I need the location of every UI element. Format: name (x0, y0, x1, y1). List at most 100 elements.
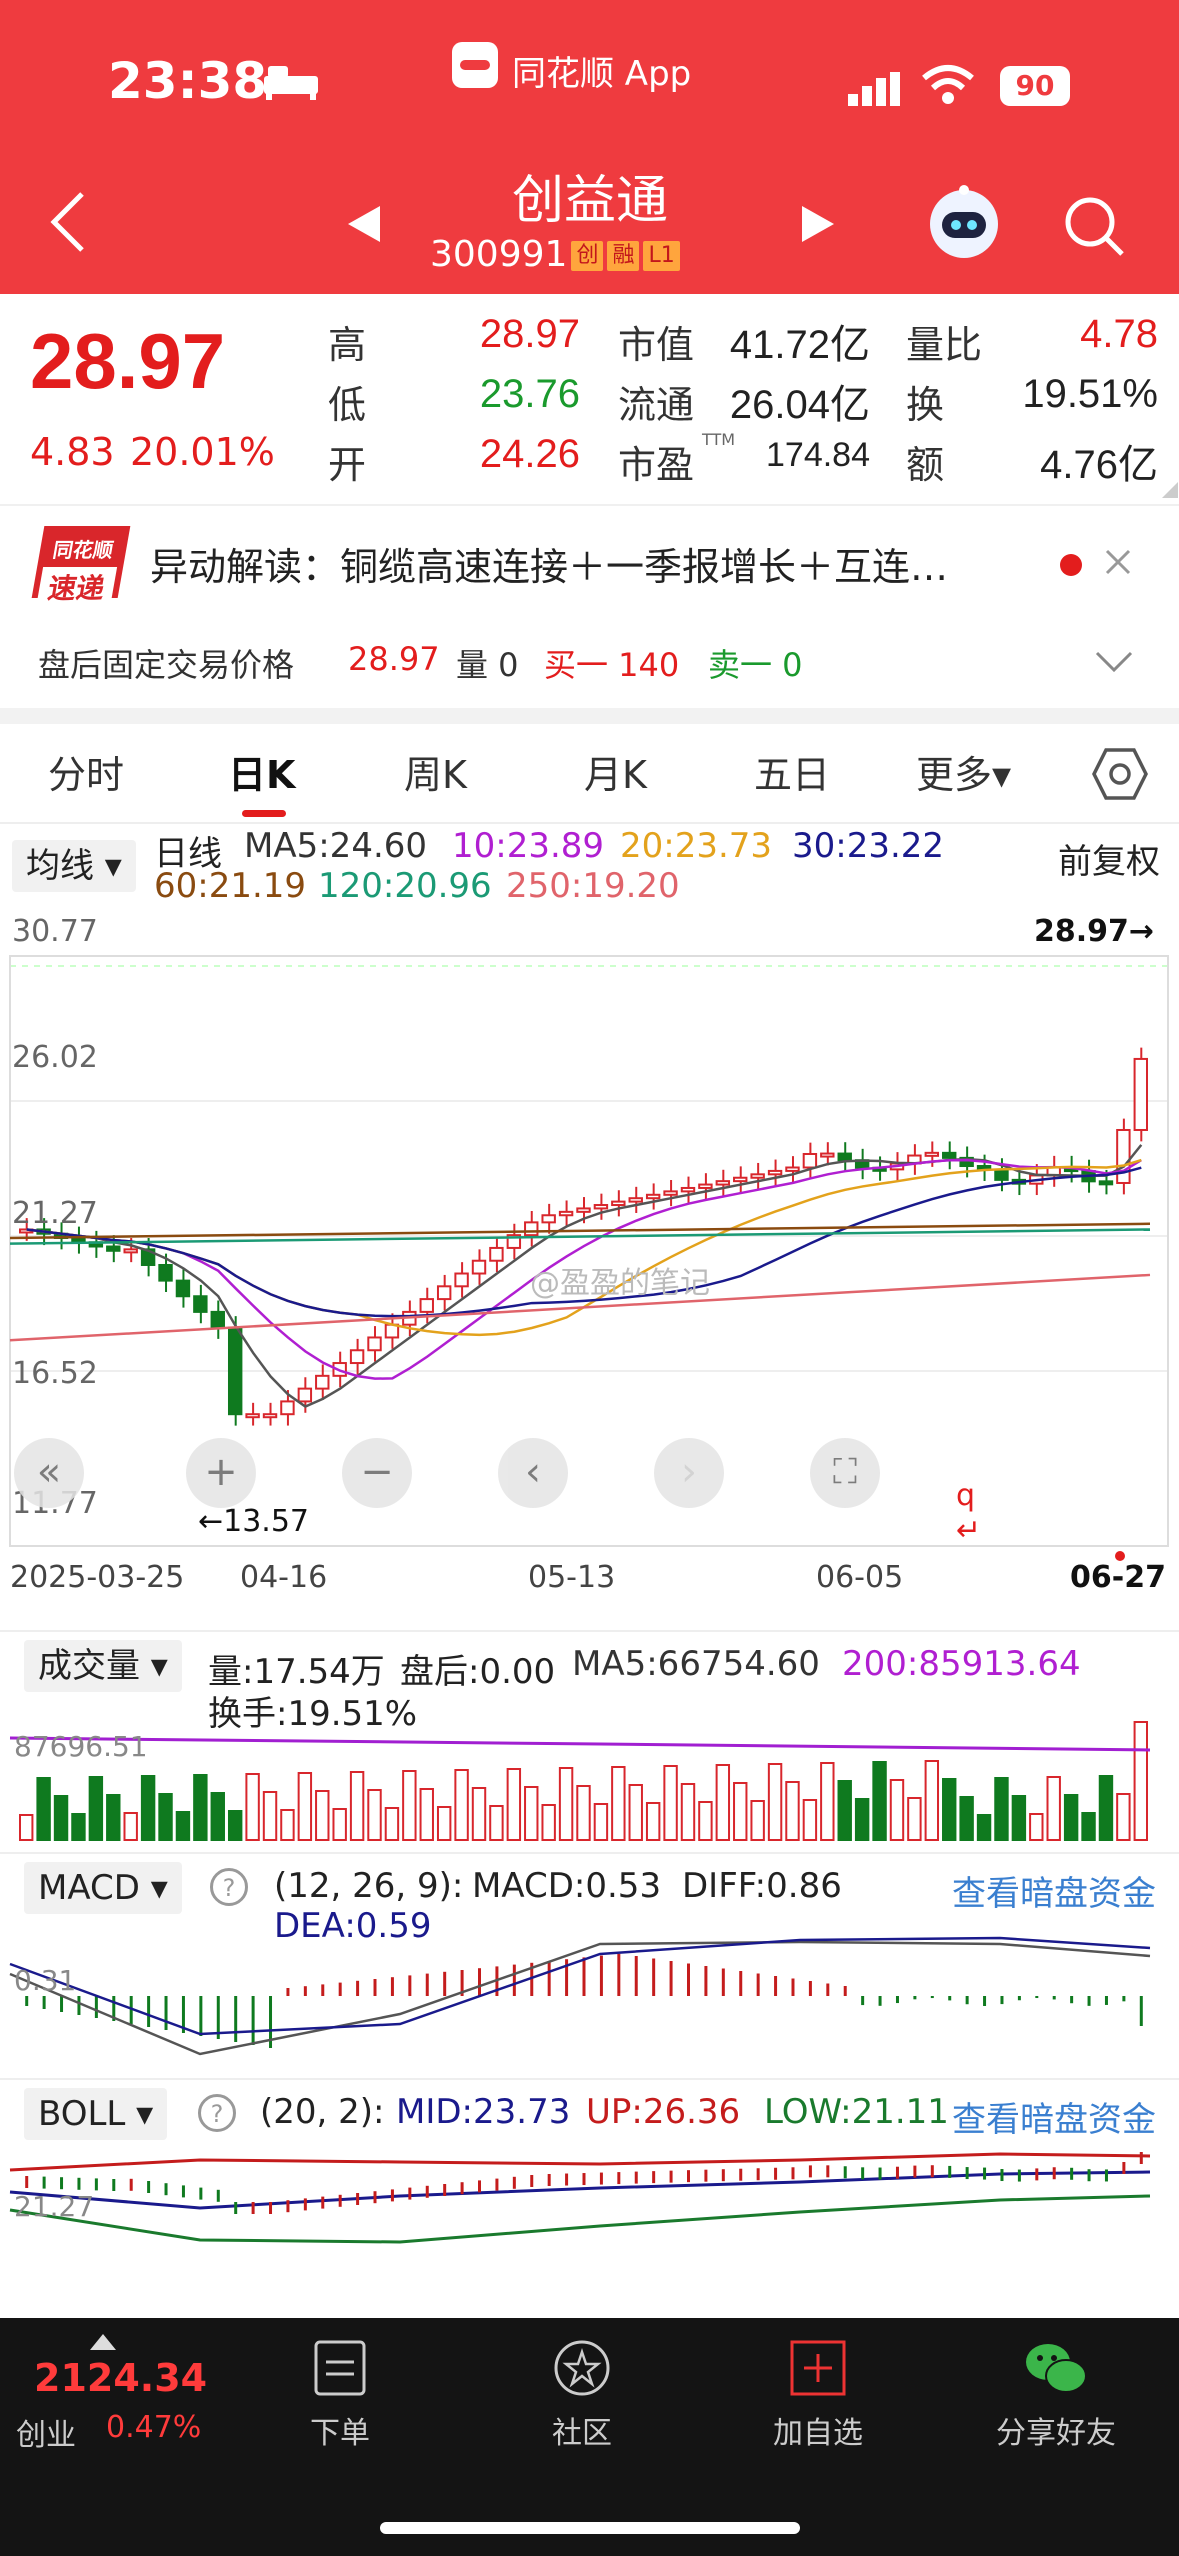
macd-selector[interactable]: MACD ▾ (24, 1862, 182, 1914)
add-watchlist-button[interactable]: 加自选 (728, 2338, 908, 2452)
volume-bar (1098, 1775, 1114, 1841)
next-stock-icon[interactable] (800, 204, 836, 244)
candle-body (837, 1152, 852, 1162)
news-banner[interactable]: 同花顺 速递 异动解读：铜缆高速连接＋一季报增长＋互连… (0, 504, 1179, 614)
date-label-3: 05-13 (528, 1560, 616, 1595)
ma30-label: 30:23.22 (792, 826, 945, 866)
volume-bar (733, 1782, 748, 1841)
ma-legend: 均线 ▾ 日线 MA5:24.60 10:23.89 20:23.73 30:2… (0, 826, 1179, 906)
step-forward-icon[interactable]: › (654, 1438, 724, 1508)
volume-bar (558, 1767, 574, 1841)
volume-bar (349, 1771, 365, 1841)
search-icon[interactable] (1062, 194, 1126, 258)
macd-panel[interactable]: MACD ▾ ? (12, 26, 9): MACD:0.53 DIFF:0.8… (0, 1852, 1179, 2058)
close-icon[interactable] (1104, 548, 1132, 576)
volume-bar (802, 1799, 818, 1841)
scroll-left-icon[interactable]: « (14, 1438, 84, 1508)
volume-bar (837, 1780, 852, 1841)
candle-body (942, 1151, 957, 1159)
tab-daily[interactable]: 日K (228, 753, 296, 797)
dark-pool-link[interactable]: 查看暗盘资金 (952, 2100, 1156, 2140)
stock-code-text: 300991 (430, 234, 568, 275)
diff-line (9, 1940, 1151, 2056)
candle-body (158, 1263, 173, 1282)
boll-up-line (9, 2152, 1151, 2172)
candle-body (106, 1245, 121, 1252)
kline-chart[interactable]: 30.77 26.02 21.27 16.52 11.77 28.97→ ←13… (0, 906, 1179, 1595)
index-value[interactable]: 2124.34 (34, 2356, 208, 2400)
expand-corner-icon[interactable] (1162, 482, 1178, 498)
zoom-out-icon[interactable]: − (342, 1438, 412, 1508)
date-label-1: 2025-03-25 (10, 1560, 185, 1595)
volume-bar (820, 1762, 835, 1841)
order-button[interactable]: 下单 (250, 2338, 430, 2452)
boll-chart (9, 2152, 1151, 2244)
volume-panel[interactable]: 成交量 ▾ 量:17.54万 盘后:0.00 MA5:66754.60 200:… (0, 1630, 1179, 1841)
volume-bar (297, 1772, 313, 1841)
index-name: 创业 (16, 2418, 76, 2453)
volume-bar (402, 1770, 417, 1841)
robot-assistant-icon[interactable] (926, 184, 1002, 260)
ma-selector[interactable]: 均线 ▾ (12, 840, 136, 892)
y-label-2: 26.02 (12, 1040, 98, 1075)
macd-params: (12, 26, 9): (274, 1866, 464, 1906)
candle-body (994, 1168, 1009, 1181)
volume-bar (140, 1775, 156, 1841)
fullscreen-icon[interactable]: ⛶ (810, 1438, 880, 1508)
boll-params: (20, 2): (260, 2092, 385, 2132)
share-button[interactable]: 分享好友 (966, 2338, 1146, 2452)
volume-bar (628, 1784, 643, 1841)
macd-chart (9, 1936, 1151, 2056)
candle-body (628, 1197, 643, 1203)
sleep-icon (264, 66, 318, 100)
help-icon[interactable]: ? (210, 1868, 248, 1906)
vol-ma5-value: MA5:66754.60 (572, 1644, 820, 1684)
dark-pool-link[interactable]: 查看暗盘资金 (952, 1874, 1156, 1914)
boll-low-line (9, 2194, 1151, 2244)
settings-hex-icon[interactable] (1092, 746, 1148, 802)
share-label: 分享好友 (996, 2416, 1116, 2451)
add-watchlist-label: 加自选 (773, 2416, 863, 2451)
candle-body (419, 1298, 434, 1313)
after-hours-label: 盘后固定交易价格 (38, 646, 295, 684)
tab-more[interactable]: 更多▾ (916, 753, 1012, 797)
zoom-in-icon[interactable]: + (186, 1438, 256, 1508)
tab-monthly[interactable]: 月K (584, 753, 647, 797)
adjust-label[interactable]: 前复权 (1058, 842, 1160, 882)
tab-weekly[interactable]: 周K (404, 753, 467, 797)
divider (0, 708, 1179, 724)
back-icon[interactable] (48, 190, 88, 254)
community-button[interactable]: 社区 (492, 2338, 672, 2452)
ma250-label: 250:19.20 (506, 866, 680, 906)
stock-code: 300991 创融 L1 (430, 234, 680, 275)
kline-svg[interactable] (0, 906, 1179, 1586)
tab-five-day[interactable]: 五日 (754, 753, 831, 797)
boll-panel[interactable]: BOLL ▾ ? (20, 2): MID:23.73 UP:26.36 LOW… (0, 2078, 1179, 2288)
volume-value: 量:17.54万 (208, 1652, 385, 1692)
chevron-down-icon[interactable] (1094, 650, 1134, 674)
volume-selector[interactable]: 成交量 ▾ (24, 1640, 182, 1692)
date-label-2: 04-16 (240, 1560, 328, 1595)
step-back-icon[interactable]: ‹ (498, 1438, 568, 1508)
candle-body (175, 1279, 191, 1298)
candle-body (297, 1387, 313, 1403)
volume-bar (698, 1801, 713, 1841)
volume-bar (872, 1761, 887, 1841)
battery-icon: 90 (1000, 66, 1070, 106)
prev-stock-icon[interactable] (346, 204, 382, 244)
volume-bar (889, 1779, 905, 1841)
high-label: 高 (328, 323, 367, 367)
community-label: 社区 (552, 2416, 612, 2451)
candle-body (576, 1207, 591, 1213)
help-icon[interactable]: ? (198, 2094, 236, 2132)
candle-body (1098, 1180, 1114, 1186)
after-hours-price: 28.97 (348, 640, 440, 678)
bottom-bar: 2124.34 创业 0.47% 下单 社区 加自选 分享好友 (0, 2318, 1179, 2556)
candle-body (245, 1413, 260, 1419)
volume-bar (1011, 1795, 1027, 1841)
boll-selector[interactable]: BOLL ▾ (24, 2088, 168, 2140)
candle-body (645, 1193, 661, 1200)
tab-intraday[interactable]: 分时 (48, 753, 125, 797)
unread-dot (1060, 554, 1082, 576)
ma10-line (26, 1158, 1142, 1380)
